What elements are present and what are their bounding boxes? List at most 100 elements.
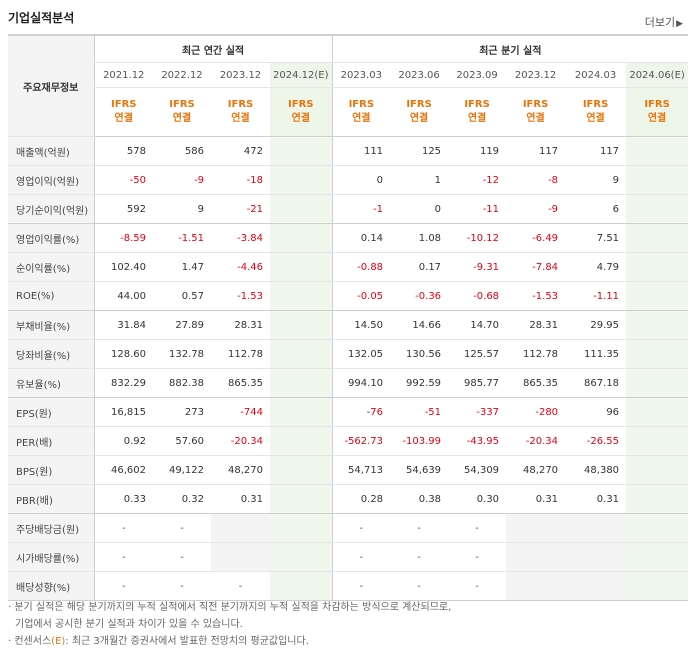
data-cell: 994.10 bbox=[331, 368, 391, 398]
data-cell: -7.84 bbox=[506, 252, 566, 282]
data-cell: 128.60 bbox=[93, 339, 153, 369]
row-label: PER(배) bbox=[8, 426, 94, 456]
data-cell bbox=[626, 484, 689, 514]
basis-consolidated: 연결 bbox=[647, 113, 667, 124]
data-cell: - bbox=[448, 513, 507, 543]
basis-consolidated: 연결 bbox=[231, 113, 250, 124]
data-cell bbox=[626, 223, 689, 253]
data-cell: 54,309 bbox=[448, 455, 507, 485]
data-cell: -1.53 bbox=[506, 281, 566, 311]
data-cell bbox=[270, 165, 333, 195]
data-cell: -1.53 bbox=[211, 281, 270, 311]
basis-header: IFRS 연결 bbox=[93, 87, 153, 137]
basis-header: IFRS 연결 bbox=[211, 87, 270, 137]
table-row: 주당배당금(원) - - - - - bbox=[8, 513, 689, 543]
row-label: 부채비율(%) bbox=[8, 310, 94, 340]
data-cell: -1.51 bbox=[153, 223, 211, 253]
period-header: 2023.09 bbox=[448, 62, 507, 88]
period-header: 2022.12 bbox=[153, 62, 211, 88]
data-cell bbox=[270, 194, 333, 224]
data-cell: 28.31 bbox=[506, 310, 566, 340]
group-annual-header: 최근 연간 실적 bbox=[93, 34, 333, 63]
data-cell: 125 bbox=[390, 136, 449, 166]
more-link[interactable]: 더보기▶ bbox=[645, 14, 683, 30]
basis-consolidated: 연결 bbox=[409, 113, 429, 124]
data-cell: -0.68 bbox=[448, 281, 507, 311]
data-cell: -9 bbox=[506, 194, 566, 224]
data-cell: -50 bbox=[93, 165, 153, 195]
data-cell bbox=[626, 310, 689, 340]
data-cell bbox=[270, 368, 333, 398]
data-cell bbox=[270, 397, 333, 427]
data-cell: 28.31 bbox=[211, 310, 270, 340]
table-row: BPS(원) 46,602 49,122 48,270 54,713 54,639 54,3… bbox=[8, 455, 689, 485]
data-cell: 867.18 bbox=[565, 368, 627, 398]
data-cell bbox=[270, 571, 333, 601]
data-cell: -20.34 bbox=[506, 426, 566, 456]
data-cell: - bbox=[448, 542, 507, 572]
data-cell: 117 bbox=[565, 136, 627, 166]
basis-header: IFRS 연결 bbox=[270, 87, 333, 137]
data-cell: 0.31 bbox=[211, 484, 270, 514]
data-cell: -8 bbox=[506, 165, 566, 195]
period-header: 2021.12 bbox=[93, 62, 153, 88]
data-cell: -744 bbox=[211, 397, 270, 427]
period-header: 2023.06 bbox=[390, 62, 449, 88]
data-cell: 832.29 bbox=[93, 368, 153, 398]
data-cell: -11 bbox=[448, 194, 507, 224]
data-cell: - bbox=[390, 571, 449, 601]
data-cell: 4.79 bbox=[565, 252, 627, 282]
data-cell: -4.46 bbox=[211, 252, 270, 282]
data-cell: - bbox=[93, 513, 153, 543]
data-cell: -1.11 bbox=[565, 281, 627, 311]
data-cell: 0.92 bbox=[93, 426, 153, 456]
basis-header: IFRS 연결 bbox=[153, 87, 211, 137]
period-header: 2024.03 bbox=[565, 62, 627, 88]
basis-ifrs: IFRS bbox=[348, 99, 375, 110]
data-cell: 0.57 bbox=[153, 281, 211, 311]
basis-ifrs: IFRS bbox=[169, 99, 195, 110]
data-cell: -9.31 bbox=[448, 252, 507, 282]
period-header: 2024.06(E) bbox=[626, 62, 689, 88]
table-row: 당좌비율(%) 128.60 132.78 112.78 132.05 130.56 125… bbox=[8, 339, 689, 369]
table-row: 시가배당률(%) - - - - - bbox=[8, 542, 689, 572]
basis-header: IFRS 연결 bbox=[331, 87, 391, 137]
data-cell: -76 bbox=[331, 397, 391, 427]
data-cell: -8.59 bbox=[93, 223, 153, 253]
table-row: PBR(배) 0.33 0.32 0.31 0.28 0.38 0.30 0.31 0.31 bbox=[8, 484, 689, 514]
data-cell bbox=[270, 339, 333, 369]
data-cell: 9 bbox=[153, 194, 211, 224]
data-cell: 54,639 bbox=[390, 455, 449, 485]
data-cell: 125.57 bbox=[448, 339, 507, 369]
data-cell: -21 bbox=[211, 194, 270, 224]
data-cell bbox=[270, 426, 333, 456]
basis-consolidated: 연결 bbox=[114, 113, 133, 124]
data-cell: 882.38 bbox=[153, 368, 211, 398]
financial-table: 주요재무정보 최근 연간 실적 최근 분기 실적 2021.12 2022.12 2… bbox=[8, 34, 689, 601]
data-cell bbox=[565, 542, 627, 572]
chevron-right-icon: ▶ bbox=[676, 19, 683, 29]
data-cell: -1 bbox=[331, 194, 391, 224]
data-cell: - bbox=[448, 571, 507, 601]
data-cell: - bbox=[93, 542, 153, 572]
data-cell bbox=[270, 513, 333, 543]
data-cell: 57.60 bbox=[153, 426, 211, 456]
more-label[interactable]: 더보기 bbox=[644, 16, 676, 29]
group-quarter-header: 최근 분기 실적 bbox=[331, 34, 689, 63]
data-cell: 472 bbox=[211, 136, 270, 166]
data-cell bbox=[626, 455, 689, 485]
data-cell: 117 bbox=[506, 136, 566, 166]
data-cell bbox=[270, 223, 333, 253]
data-cell: -0.88 bbox=[331, 252, 391, 282]
basis-consolidated: 연결 bbox=[352, 113, 371, 124]
row-label: 주당배당금(원) bbox=[8, 513, 94, 543]
basis-consolidated: 연결 bbox=[291, 113, 310, 124]
data-cell bbox=[626, 542, 689, 572]
data-cell bbox=[270, 310, 333, 340]
table-row: 순이익률(%) 102.40 1.47 -4.46 -0.88 0.17 -9.31 -7.8… bbox=[8, 252, 689, 282]
data-cell bbox=[270, 455, 333, 485]
row-label: ROE(%) bbox=[8, 281, 94, 311]
row-label: PBR(배) bbox=[8, 484, 94, 514]
row-label: 매출액(억원) bbox=[8, 136, 94, 166]
data-cell: - bbox=[153, 571, 211, 601]
